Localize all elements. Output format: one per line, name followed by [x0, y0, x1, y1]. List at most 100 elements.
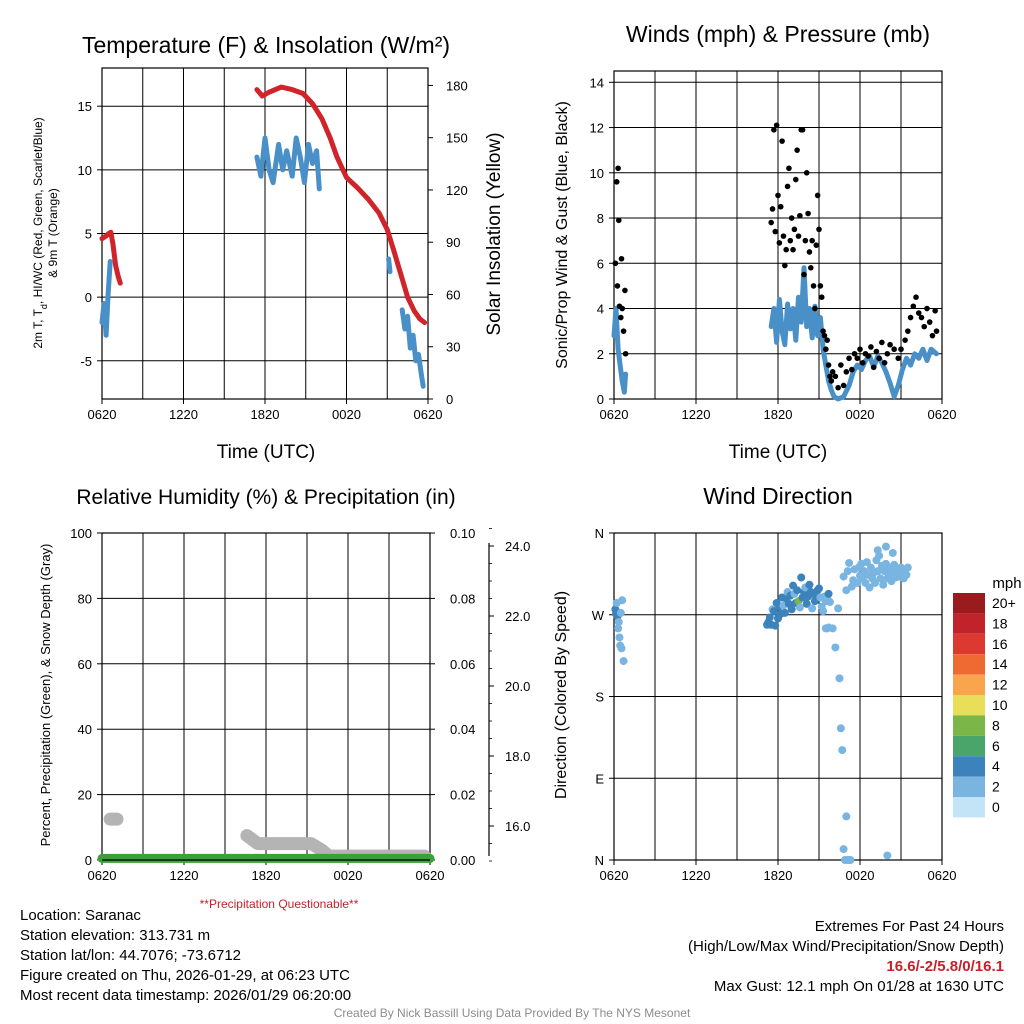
winds-gust-point — [618, 255, 625, 262]
winddir-point — [838, 746, 847, 755]
winddir-point — [888, 548, 897, 557]
temp-y2tick-label: 120 — [446, 183, 468, 198]
winds-gust-point — [825, 362, 832, 368]
winds-gust-point — [873, 348, 880, 355]
winds-title: Winds (mph) & Pressure (mb) — [626, 21, 930, 47]
winds-gust-point — [865, 353, 871, 359]
temp-y2tick-label: 150 — [446, 131, 468, 146]
winds-gust-point — [817, 283, 824, 289]
winds-gust-point — [776, 240, 783, 246]
winddir-point — [765, 613, 774, 622]
credit-text: Created By Nick Bassill Using Data Provi… — [333, 1006, 691, 1020]
winds-gust-point — [895, 355, 902, 362]
winds-gust-point — [790, 246, 796, 253]
winds-gust-point — [913, 294, 919, 301]
winds-gust-point — [814, 192, 821, 199]
winddir-legend-swatch — [953, 654, 985, 675]
winddir-point — [808, 604, 817, 613]
winddir-legend-title: mph — [992, 575, 1021, 592]
winds-gust-point — [812, 305, 818, 312]
winds-ytick-label: 12 — [590, 121, 604, 136]
temp-series-wind-chill — [99, 259, 113, 338]
winds-sonic-line — [768, 265, 939, 402]
winddir-title: Wind Direction — [703, 483, 853, 509]
winds-gust-point — [851, 350, 858, 357]
temp-xtick-label: 0620 — [414, 407, 443, 422]
winddir-ytick-label: W — [592, 608, 605, 623]
extremes-values: 16.6/-2/5.8/0/16.1 — [886, 958, 1004, 975]
winddir-ytick-label: S — [595, 690, 604, 705]
rh-xtick-label: 0020 — [334, 868, 363, 883]
winddir-legend-label: 16 — [992, 636, 1008, 652]
winddir-legend-swatch — [953, 776, 985, 797]
winddir-legend-label: 6 — [992, 738, 1000, 754]
winddir-point — [614, 618, 623, 627]
winds-gust-point — [615, 165, 621, 172]
station-info: Location: Saranac Station elevation: 313… — [20, 906, 351, 1006]
winddir-ytick-label: N — [595, 853, 604, 868]
rh-ytick-label: 100 — [70, 526, 92, 541]
winds-gust-point — [884, 350, 891, 357]
winds-gust-point — [786, 165, 792, 172]
rh-y3tick-label: 20.0 — [505, 679, 530, 694]
rh-y2tick-label: 0.08 — [450, 591, 475, 606]
winddir-legend-swatch — [953, 593, 985, 614]
winds-gust-point — [898, 346, 904, 353]
winddir-point — [831, 643, 840, 652]
winds-gust-point — [813, 242, 820, 248]
winds-gust-point — [612, 260, 619, 267]
winds-ytick-label: 10 — [590, 166, 604, 181]
winds-gust-point — [788, 215, 795, 221]
winddir-xtick-label: 0020 — [846, 868, 875, 883]
winds-gust-point — [773, 122, 780, 129]
recent-data-text: Most recent data timestamp: 2026/01/29 0… — [20, 987, 352, 1004]
winddir-point — [819, 607, 828, 616]
temp-xlabel: Time (UTC) — [217, 442, 316, 463]
winds-gust-point — [806, 249, 813, 255]
winddir-point — [842, 812, 851, 821]
winds-gust-point — [887, 341, 893, 348]
winddir-legend-label: 0 — [992, 799, 1000, 815]
winds-xtick-label: 1820 — [764, 407, 793, 422]
winddir-point — [618, 596, 627, 605]
winds-xlabel: Time (UTC) — [729, 442, 828, 463]
temp-series-wind-chill — [399, 307, 426, 389]
winds-gust-point — [868, 344, 874, 350]
winds-gust-point — [915, 310, 922, 316]
temp-ylabel: 2m T, Td, HI/WC (Red, Green, Scarlet/Blu… — [31, 117, 49, 348]
winds-gust-point — [797, 212, 803, 219]
temp-y2tick-label: 30 — [446, 340, 460, 355]
winds-gust-point — [791, 226, 798, 233]
rh-xtick-label: 0620 — [416, 868, 445, 883]
rh-xtick-label: 1220 — [170, 868, 199, 883]
extremes-info: Extremes For Past 24 Hours (High/Low/Max… — [688, 917, 1004, 997]
winds-gust-point — [840, 382, 847, 389]
winds-gust-point — [828, 378, 835, 384]
winds-gust-point — [881, 360, 888, 366]
temp-y2tick-label: 60 — [446, 287, 460, 302]
temp-xtick-label: 1220 — [169, 407, 198, 422]
winddir-point — [846, 856, 855, 864]
winddir-legend-label: 8 — [992, 717, 1000, 733]
temp-ytick-label: 15 — [78, 99, 92, 114]
winddir-point — [835, 674, 844, 683]
winddir-point — [883, 851, 892, 860]
rh-y3tick-label: 24.0 — [505, 539, 530, 554]
winds-gust-point — [809, 237, 815, 244]
temp-series-2m-t — [99, 229, 123, 286]
temp-y2tick-label: 180 — [446, 78, 468, 93]
winddir-legend-swatch — [953, 756, 985, 777]
winddir-point — [828, 624, 837, 633]
winddir-point — [843, 567, 852, 576]
winddir-point — [614, 624, 623, 633]
temp-ylabel-line2: & 9m T (Orange) — [46, 188, 60, 278]
winds-gust-point — [799, 127, 806, 133]
temp-xtick-label: 0620 — [88, 407, 117, 422]
winddir-point — [795, 603, 804, 612]
winds-gust-point — [620, 328, 627, 334]
temp-series-wind-chill — [254, 135, 322, 192]
winddir-point — [839, 572, 848, 581]
winds-gust-point — [829, 369, 836, 375]
winds-gust-point — [902, 337, 908, 343]
rh-y3tick-label: 22.0 — [505, 609, 530, 624]
